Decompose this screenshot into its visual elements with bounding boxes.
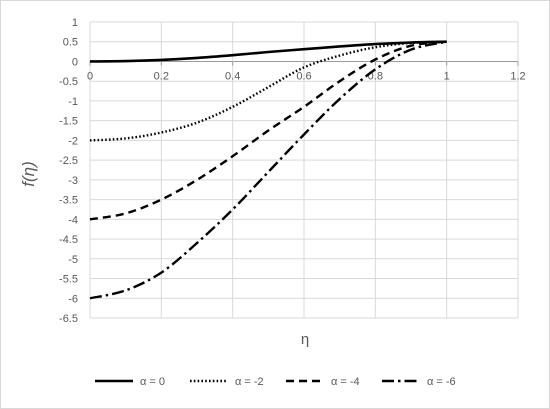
- legend-label-2: α = -4: [331, 376, 360, 388]
- series-line-2: [89, 40, 447, 221]
- y-tick-label: -0.5: [59, 76, 78, 88]
- legend-label-3: α = -6: [427, 376, 456, 388]
- series-lines: [89, 40, 447, 300]
- y-tick-label: -1.5: [59, 116, 78, 128]
- y-tick-label: -4.5: [59, 234, 78, 246]
- x-tick-label: 0.6: [296, 70, 311, 82]
- series-line-3: [89, 40, 447, 300]
- x-tick-label: 1: [444, 70, 450, 82]
- legend-label-1: α = -2: [235, 376, 264, 388]
- y-tick-label: -2.5: [59, 155, 78, 167]
- y-tick-label: -6.5: [59, 313, 78, 325]
- x-tick-label: 0.2: [154, 70, 169, 82]
- y-tick-label: -5.5: [59, 274, 78, 286]
- x-tick-labels: 0 0.2 0.4 0.6 0.8 1 1.2: [87, 70, 526, 82]
- y-tick-labels: 1 0.5 0 -0.5 -1 -1.5 -2 -2.5 -3 -3.5 -4 -4.5 -5 -5.5 -…: [59, 17, 78, 325]
- legend-label-0: α = 0: [140, 376, 165, 388]
- y-tick-label: 0: [72, 56, 78, 68]
- x-tick-label: 0.4: [225, 70, 240, 82]
- y-tick-label: 0.5: [63, 37, 78, 49]
- legend: α = 0 α = -2 α = -4 α = -6: [95, 376, 456, 388]
- y-tick-label: -1: [68, 96, 78, 108]
- y-tick-label: -3.5: [59, 195, 78, 207]
- series-line-1: [89, 40, 447, 142]
- series-line-0: [89, 40, 447, 63]
- grid-lines: [89, 21, 519, 319]
- y-axis-title: f(η): [19, 161, 38, 186]
- y-tick-label: -2: [68, 135, 78, 147]
- y-tick-label: -6: [68, 293, 78, 305]
- y-tick-label: 1: [72, 17, 78, 29]
- x-axis-title: η: [301, 331, 309, 348]
- x-tick-label: 0: [87, 70, 93, 82]
- y-tick-label: -3: [68, 175, 78, 187]
- x-tick-label: 1.2: [510, 70, 525, 82]
- y-tick-label: -4: [68, 214, 78, 226]
- y-tick-label: -5: [68, 254, 78, 266]
